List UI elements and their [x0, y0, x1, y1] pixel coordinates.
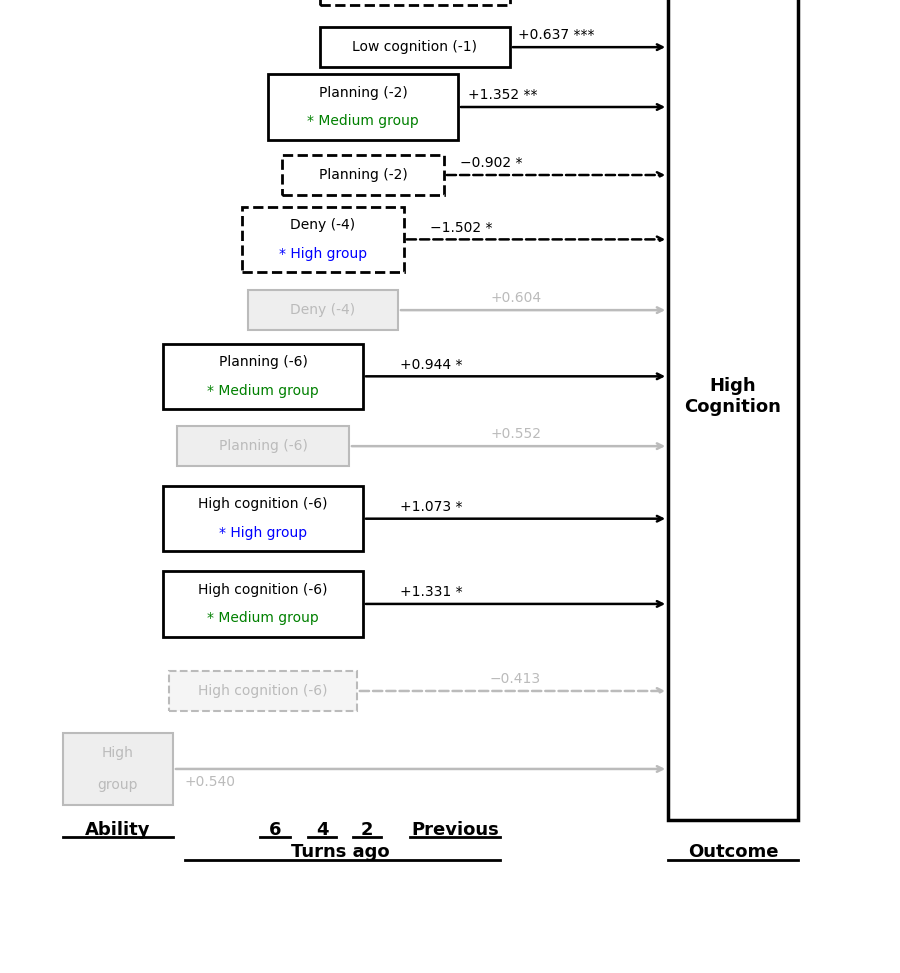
Text: * High group: * High group	[279, 247, 367, 261]
FancyBboxPatch shape	[668, 0, 798, 819]
FancyBboxPatch shape	[163, 486, 363, 552]
Text: +0.540: +0.540	[185, 775, 236, 789]
Text: Ability: Ability	[86, 820, 151, 839]
Text: Deny (-4): Deny (-4)	[291, 218, 356, 232]
Text: High cognition (-6): High cognition (-6)	[198, 497, 328, 512]
Text: High
Cognition: High Cognition	[685, 377, 781, 415]
Text: High cognition (-6): High cognition (-6)	[198, 684, 328, 698]
FancyBboxPatch shape	[163, 343, 363, 409]
FancyBboxPatch shape	[163, 571, 363, 636]
FancyBboxPatch shape	[177, 426, 349, 466]
Text: +1.352 **: +1.352 **	[468, 89, 537, 102]
FancyBboxPatch shape	[320, 27, 510, 67]
Text: Low cognition (-1): Low cognition (-1)	[353, 40, 478, 54]
Text: 2: 2	[361, 820, 374, 839]
Text: Previous: Previous	[411, 820, 499, 839]
Text: +0.552: +0.552	[490, 427, 541, 442]
Text: +0.637 ***: +0.637 ***	[518, 28, 595, 43]
Text: 4: 4	[316, 820, 328, 839]
FancyBboxPatch shape	[169, 671, 357, 711]
Text: +0.604: +0.604	[490, 291, 541, 306]
FancyBboxPatch shape	[282, 155, 444, 195]
FancyBboxPatch shape	[63, 733, 173, 806]
Text: Outcome: Outcome	[688, 844, 778, 861]
Text: +0.944 *: +0.944 *	[400, 357, 463, 372]
Text: High: High	[102, 746, 134, 760]
Text: Turns ago: Turns ago	[291, 844, 390, 861]
Text: +1.073 *: +1.073 *	[400, 500, 463, 514]
Text: Planning (-6): Planning (-6)	[219, 439, 308, 453]
FancyBboxPatch shape	[242, 206, 404, 272]
Text: −0.902 *: −0.902 *	[460, 157, 523, 170]
Text: group: group	[98, 778, 139, 792]
FancyBboxPatch shape	[268, 74, 458, 140]
Text: * High group: * High group	[219, 526, 307, 540]
Text: Planning (-2): Planning (-2)	[319, 86, 408, 99]
Text: High cognition (-6): High cognition (-6)	[198, 583, 328, 596]
Text: Planning (-2): Planning (-2)	[319, 168, 408, 182]
Text: * Medium group: * Medium group	[207, 383, 319, 398]
Text: 6: 6	[269, 820, 281, 839]
Text: Planning (-6): Planning (-6)	[219, 355, 308, 369]
Text: Deny (-4): Deny (-4)	[291, 304, 356, 317]
Text: +1.331 *: +1.331 *	[400, 585, 463, 599]
Text: * Medium group: * Medium group	[307, 115, 418, 128]
Text: −1.502 *: −1.502 *	[430, 221, 492, 234]
FancyBboxPatch shape	[320, 0, 510, 6]
Text: −0.413: −0.413	[490, 672, 541, 686]
Text: * Medium group: * Medium group	[207, 611, 319, 626]
FancyBboxPatch shape	[248, 290, 398, 330]
